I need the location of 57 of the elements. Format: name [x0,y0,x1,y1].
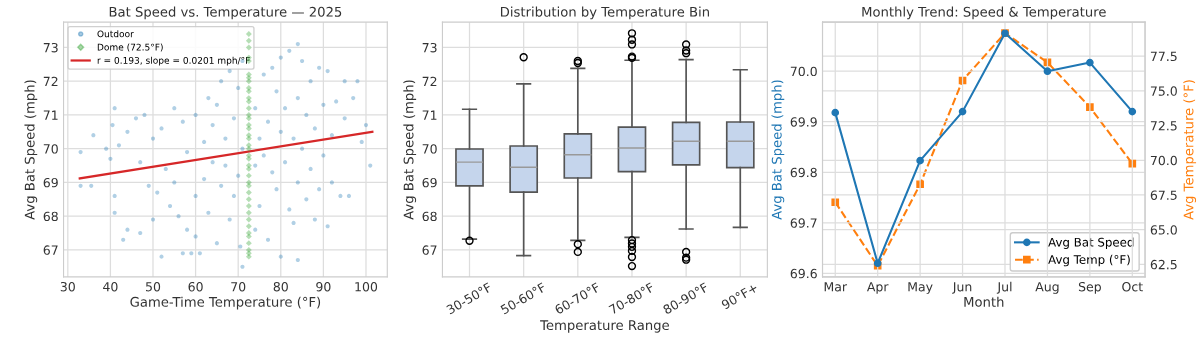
x-tick-label: Oct [1122,281,1143,292]
x-tick-label: Apr [866,282,889,294]
y-tick-label: 70.0 [790,66,817,77]
x-tick-label: 70 [231,281,246,292]
y-tick-label: 67 [43,245,58,255]
y-tick-label: 67 [422,245,437,255]
y2-tick-label: 77.5 [1150,51,1177,62]
x-tick-label: 100 [355,281,378,292]
x-axis-title: Game-Time Temperature (°F) [130,296,321,310]
x-tick-label: 90 [316,281,331,292]
legend-label: r = 0.193, slope = 0.0201 mph/°F [97,56,250,66]
x-tick-label: Jun [952,282,972,294]
y-tick-label: 68 [43,211,58,222]
y-tick-label: 69.9 [790,117,817,127]
x-tick-label: 40 [103,281,118,292]
x-axis-title: Month [964,296,1004,307]
chart-title: Monthly Trend: Speed & Temperature [862,6,1106,20]
y-tick-label: 69.8 [790,167,817,178]
y-tick-label: 72 [422,76,437,86]
y2-tick-label: 70.0 [1150,155,1177,166]
y-tick-label: 70 [422,144,437,154]
legend-label: Avg Temp (°F) [1048,254,1130,267]
x-tick-label: Sep [1078,281,1101,294]
x-tick-label: May [908,282,933,294]
x-axis-title: Temperature Range [540,320,669,333]
legend-label: Avg Bat Speed [1048,237,1134,249]
y2-tick-label: 62.5 [1150,259,1177,270]
y-tick-label: 69 [422,177,437,188]
x-tick-label: Mar [824,282,848,292]
x-tick-label: Jul [996,281,1012,294]
y2-tick-label: 75.0 [1150,86,1177,96]
legend-label: Outdoor [97,30,134,38]
y2-tick-label: 67.5 [1150,190,1177,200]
y-axis-title: Avg Bat Speed (mph) [403,80,417,220]
y2-tick-label: 72.5 [1150,121,1177,131]
y-tick-label: 69.7 [790,218,817,228]
x-tick-label: 30 [60,281,75,292]
chart-title: Distribution by Temperature Bin [500,6,709,20]
y-tick-label: 72 [43,76,58,86]
legend-label: Dome (72.5°F) [97,43,163,52]
x-tick-label: 80 [273,281,288,292]
y-tick-label: 69 [43,177,58,188]
y-tick-label: 68 [422,211,437,222]
x-tick-label: 60 [188,281,203,292]
x-tick-label: 50 [146,281,161,292]
y2-axis-title: Avg Temperature (°F) [1183,80,1197,220]
y-axis-title: Avg Bat Speed (mph) [771,80,785,220]
y-tick-label: 73 [43,42,58,53]
y2-tick-label: 65.0 [1150,225,1177,235]
x-tick-label: Aug [1035,282,1059,294]
y-tick-label: 71 [422,110,437,120]
y-tick-label: 71 [43,110,58,120]
y-tick-label: 70 [43,144,58,154]
y-axis-title: Avg Bat Speed (mph) [24,80,38,220]
y-tick-label: 73 [422,42,437,53]
y-tick-label: 69.6 [790,268,817,279]
chart-title: Bat Speed vs. Temperature — 2025 [109,6,342,20]
